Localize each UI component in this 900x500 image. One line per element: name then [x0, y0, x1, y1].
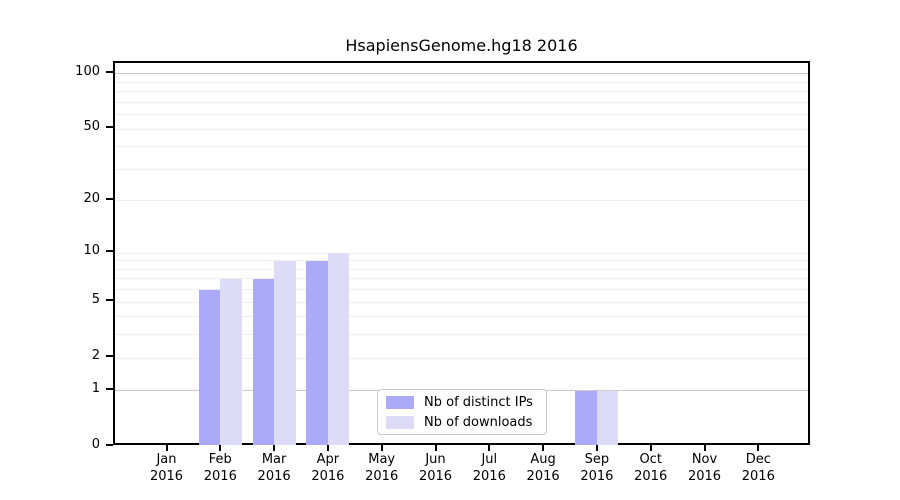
- y-tick-label: 5: [91, 292, 100, 308]
- y-gridline: [115, 168, 808, 170]
- x-tick-label: Aug 2016: [526, 452, 560, 484]
- legend-swatch-distinct-ips: [386, 395, 414, 409]
- y-tick-label: 1: [91, 380, 100, 396]
- y-tick-label: 100: [75, 63, 100, 79]
- x-tick-label: Jun 2016: [418, 452, 453, 484]
- x-tick-label: May 2016: [365, 452, 399, 484]
- x-tick-mark: [595, 445, 598, 451]
- x-tick-label: Dec 2016: [741, 452, 775, 484]
- legend-item-distinct-ips: Nb of distinct IPs: [386, 394, 538, 411]
- y-gridline: [115, 260, 808, 262]
- y-gridline: [115, 200, 808, 202]
- x-tick-label: Oct 2016: [634, 452, 668, 484]
- y-gridline: [115, 334, 808, 336]
- x-tick-mark: [273, 445, 276, 451]
- y-tick-mark: [106, 387, 113, 390]
- x-tick-mark: [165, 445, 168, 451]
- y-tick-label: 20: [83, 190, 100, 206]
- x-tick-mark: [219, 445, 222, 451]
- legend: Nb of distinct IPs Nb of downloads: [377, 389, 547, 435]
- y-gridline: [115, 301, 808, 303]
- x-tick-mark: [326, 445, 329, 451]
- legend-label-distinct-ips: Nb of distinct IPs: [424, 394, 533, 410]
- x-tick-label: Mar 2016: [257, 452, 291, 484]
- x-tick-label: Feb 2016: [203, 452, 237, 484]
- x-tick-mark: [380, 445, 383, 451]
- y-gridline: [115, 316, 808, 318]
- x-tick-label: Jul 2016: [472, 452, 506, 484]
- bar-feb-downloads: [220, 278, 242, 445]
- y-tick-label: 2: [91, 348, 100, 364]
- y-gridline: [115, 146, 808, 148]
- y-gridline: [115, 91, 808, 93]
- x-tick-mark: [703, 445, 706, 451]
- y-gridline: [115, 81, 808, 83]
- bar-sep-downloads: [596, 390, 619, 445]
- bar-apr-downloads: [327, 253, 350, 445]
- y-gridline: [115, 101, 808, 103]
- x-tick-mark: [542, 445, 545, 451]
- x-tick-label: Sep 2016: [580, 452, 614, 484]
- y-gridline: [115, 289, 808, 291]
- y-tick-mark: [106, 197, 113, 200]
- x-tick-mark: [434, 445, 437, 451]
- x-tick-label: Jan 2016: [149, 452, 184, 484]
- bar-feb-ips: [198, 289, 221, 445]
- x-tick-mark: [649, 445, 652, 451]
- legend-item-downloads: Nb of downloads: [386, 414, 538, 431]
- legend-swatch-downloads: [386, 415, 414, 429]
- y-gridline: [115, 114, 808, 116]
- y-tick-mark: [106, 250, 113, 253]
- y-tick-label: 10: [83, 243, 100, 259]
- y-tick-mark: [106, 299, 113, 302]
- y-gridline: [115, 357, 808, 359]
- x-tick-label: Apr 2016: [311, 452, 345, 484]
- bar-apr-ips: [306, 260, 328, 445]
- chart-title: HsapiensGenome.hg18 2016: [345, 36, 578, 55]
- plot-area: [113, 61, 810, 445]
- y-tick-mark: [106, 126, 113, 129]
- y-tick-label: 0: [91, 437, 100, 452]
- x-tick-label: Nov 2016: [687, 452, 722, 484]
- x-tick-mark: [488, 445, 491, 451]
- y-tick-mark: [106, 355, 113, 358]
- y-gridline: [115, 252, 808, 254]
- bar-sep-ips: [575, 390, 597, 445]
- y-gridline: [115, 268, 808, 270]
- y-tick-label: 50: [83, 119, 100, 135]
- legend-label-downloads: Nb of downloads: [424, 414, 533, 430]
- y-tick-mark: [106, 444, 113, 446]
- bar-mar-ips: [252, 278, 275, 445]
- y-gridline: [115, 73, 808, 75]
- y-tick-mark: [106, 70, 113, 73]
- y-gridline: [115, 278, 808, 280]
- x-tick-mark: [757, 445, 760, 451]
- bar-mar-downloads: [274, 260, 296, 445]
- y-gridline: [115, 128, 808, 130]
